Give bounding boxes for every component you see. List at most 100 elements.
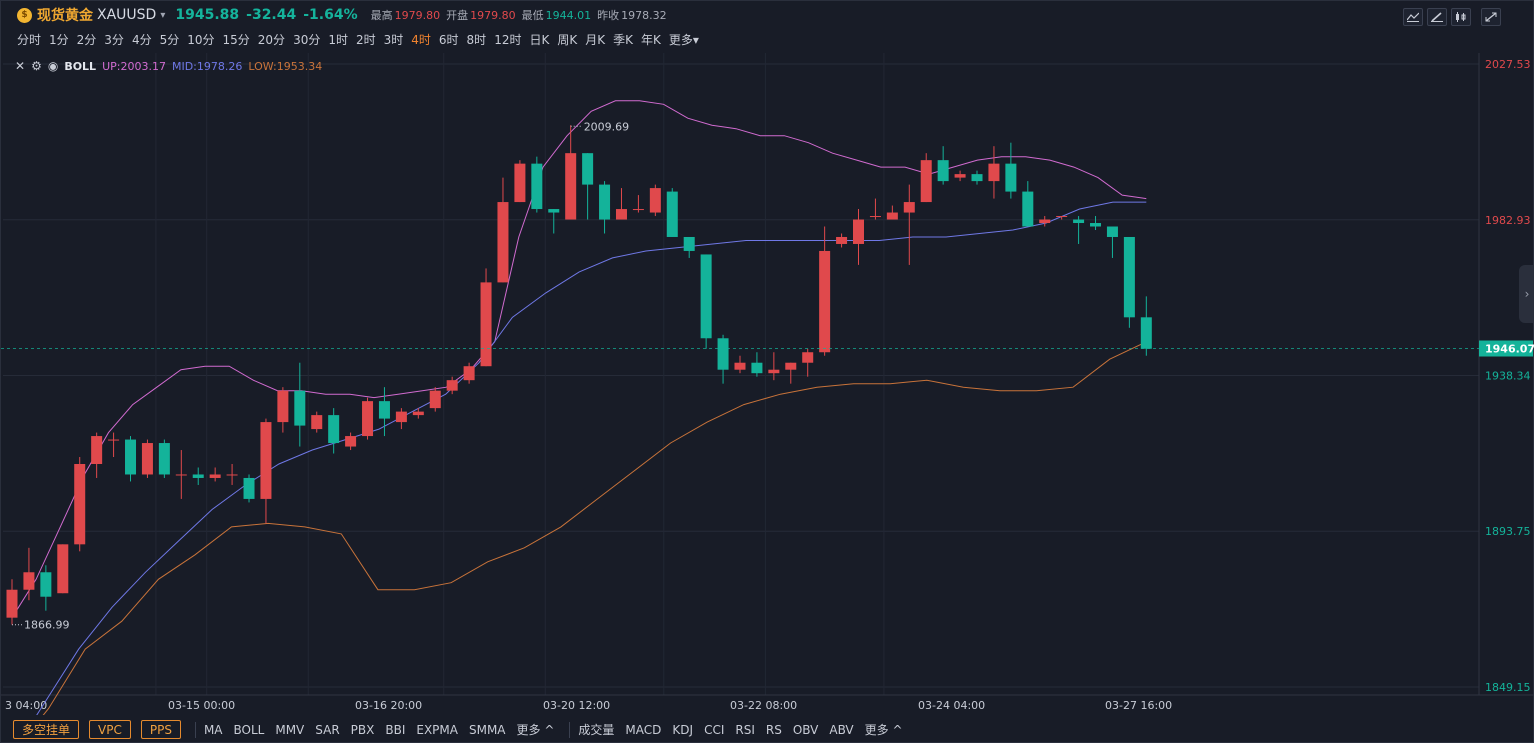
interval-8[interactable]: 20分 bbox=[257, 33, 286, 47]
candle-body[interactable] bbox=[345, 436, 357, 447]
candle-body[interactable] bbox=[548, 209, 560, 213]
interval-2[interactable]: 2分 bbox=[76, 33, 97, 47]
interval-0[interactable]: 分时 bbox=[17, 33, 42, 47]
candle-body[interactable] bbox=[988, 163, 1000, 182]
main-indicator-6[interactable]: EXPMA bbox=[416, 722, 458, 737]
main-indicator-8[interactable]: 更多 ^ bbox=[516, 723, 555, 737]
interval-21[interactable]: 年K bbox=[640, 33, 661, 47]
order-button-1[interactable]: VPC bbox=[89, 720, 131, 739]
candle-body[interactable] bbox=[869, 216, 881, 218]
candle-body[interactable] bbox=[632, 209, 644, 211]
interval-12[interactable]: 3时 bbox=[383, 33, 404, 47]
interval-19[interactable]: 月K bbox=[585, 33, 606, 47]
candle-body[interactable] bbox=[582, 153, 594, 185]
candle-body[interactable] bbox=[954, 174, 966, 178]
candle-body[interactable] bbox=[446, 380, 458, 391]
interval-7[interactable]: 15分 bbox=[222, 33, 250, 47]
candle-body[interactable] bbox=[599, 184, 611, 220]
candle-body[interactable] bbox=[57, 544, 69, 594]
candle-body[interactable] bbox=[920, 160, 932, 203]
candle-body[interactable] bbox=[802, 352, 814, 363]
candle-body[interactable] bbox=[1073, 219, 1085, 224]
candle-body[interactable] bbox=[531, 163, 543, 210]
candle-body[interactable] bbox=[294, 390, 306, 426]
main-indicator-0[interactable]: MA bbox=[203, 722, 223, 737]
main-indicator-1[interactable]: BOLL bbox=[233, 722, 265, 737]
chevron-down-icon[interactable]: ▾ bbox=[160, 9, 166, 21]
candle-body[interactable] bbox=[378, 401, 390, 419]
candle-body[interactable] bbox=[108, 439, 120, 441]
candle-body[interactable] bbox=[175, 474, 187, 476]
candlestick-chart[interactable]: 2027.53 1982.93 1938.34 1893.75 1849.15 3 04:… bbox=[1, 53, 1534, 715]
candle-body[interactable] bbox=[209, 474, 221, 478]
interval-3[interactable]: 3分 bbox=[104, 33, 124, 47]
candle-body[interactable] bbox=[23, 572, 35, 590]
interval-14[interactable]: 6时 bbox=[438, 33, 459, 47]
indicator-icon[interactable] bbox=[1403, 8, 1423, 26]
candle-body[interactable] bbox=[1090, 223, 1102, 227]
candle-body[interactable] bbox=[1039, 219, 1051, 224]
candle-body[interactable] bbox=[158, 443, 170, 475]
candle-body[interactable] bbox=[768, 369, 780, 374]
sub-indicator-4[interactable]: RSI bbox=[735, 722, 755, 737]
candle-body[interactable] bbox=[666, 191, 678, 237]
candle-body[interactable] bbox=[243, 477, 255, 499]
candle-body[interactable] bbox=[785, 362, 797, 370]
candle-body[interactable] bbox=[40, 572, 52, 597]
interval-1[interactable]: 1分 bbox=[49, 33, 69, 47]
candle-body[interactable] bbox=[463, 366, 475, 381]
interval-6[interactable]: 10分 bbox=[187, 33, 215, 47]
candle-body[interactable] bbox=[819, 250, 831, 353]
interval-4[interactable]: 4分 bbox=[131, 33, 152, 47]
candle-body[interactable] bbox=[514, 163, 526, 203]
expand-panel-button[interactable]: › bbox=[1519, 265, 1534, 323]
candle-body[interactable] bbox=[226, 474, 238, 476]
order-button-0[interactable]: 多空挂单 bbox=[13, 720, 80, 739]
gear-icon[interactable]: ⚙ bbox=[31, 59, 42, 73]
sub-indicator-8[interactable]: 更多 ^ bbox=[864, 723, 903, 737]
candle-body[interactable] bbox=[395, 411, 407, 423]
candle-type-icon[interactable] bbox=[1451, 8, 1471, 26]
interval-10[interactable]: 1时 bbox=[328, 33, 348, 47]
candle-body[interactable] bbox=[412, 411, 424, 416]
candle-body[interactable] bbox=[141, 443, 153, 475]
sub-indicator-0[interactable]: 成交量 bbox=[578, 723, 615, 737]
eye-icon[interactable]: ◉ bbox=[47, 59, 59, 73]
candle-body[interactable] bbox=[971, 174, 983, 182]
main-indicator-5[interactable]: BBI bbox=[385, 722, 406, 737]
interval-5[interactable]: 5分 bbox=[159, 33, 180, 47]
candle-body[interactable] bbox=[1022, 191, 1034, 227]
candle-body[interactable] bbox=[937, 160, 949, 182]
interval-15[interactable]: 8时 bbox=[466, 33, 487, 47]
candle-body[interactable] bbox=[565, 153, 577, 220]
candle-body[interactable] bbox=[853, 219, 864, 244]
symbol-code[interactable]: XAUUSD bbox=[97, 7, 157, 23]
interval-20[interactable]: 季K bbox=[613, 33, 633, 47]
candle-body[interactable] bbox=[683, 236, 695, 251]
close-icon[interactable]: ✕ bbox=[15, 59, 26, 73]
interval-22[interactable]: 更多▾ bbox=[668, 33, 699, 47]
candle-body[interactable] bbox=[429, 390, 441, 409]
sub-indicator-1[interactable]: MACD bbox=[625, 722, 662, 737]
candle-body[interactable] bbox=[1056, 216, 1068, 218]
sub-indicator-3[interactable]: CCI bbox=[704, 722, 725, 737]
interval-16[interactable]: 12时 bbox=[494, 33, 522, 47]
candle-body[interactable] bbox=[311, 415, 323, 430]
main-indicator-3[interactable]: SAR bbox=[315, 722, 340, 737]
interval-18[interactable]: 周K bbox=[557, 33, 578, 47]
candle-body[interactable] bbox=[328, 415, 340, 444]
main-indicator-2[interactable]: MMV bbox=[275, 722, 305, 737]
main-indicator-4[interactable]: PBX bbox=[350, 722, 375, 737]
candle-body[interactable] bbox=[1123, 236, 1135, 318]
interval-11[interactable]: 2时 bbox=[355, 33, 376, 47]
candle-body[interactable] bbox=[192, 474, 204, 478]
interval-13[interactable]: 4时 bbox=[411, 33, 431, 47]
candle-body[interactable] bbox=[836, 236, 848, 244]
sub-indicator-7[interactable]: ABV bbox=[829, 722, 854, 737]
candle-body[interactable] bbox=[277, 390, 289, 423]
candle-body[interactable] bbox=[615, 209, 627, 220]
order-button-2[interactable]: PPS bbox=[140, 720, 181, 739]
candle-body[interactable] bbox=[649, 188, 661, 213]
candle-body[interactable] bbox=[91, 436, 103, 465]
sub-indicator-2[interactable]: KDJ bbox=[672, 722, 694, 737]
